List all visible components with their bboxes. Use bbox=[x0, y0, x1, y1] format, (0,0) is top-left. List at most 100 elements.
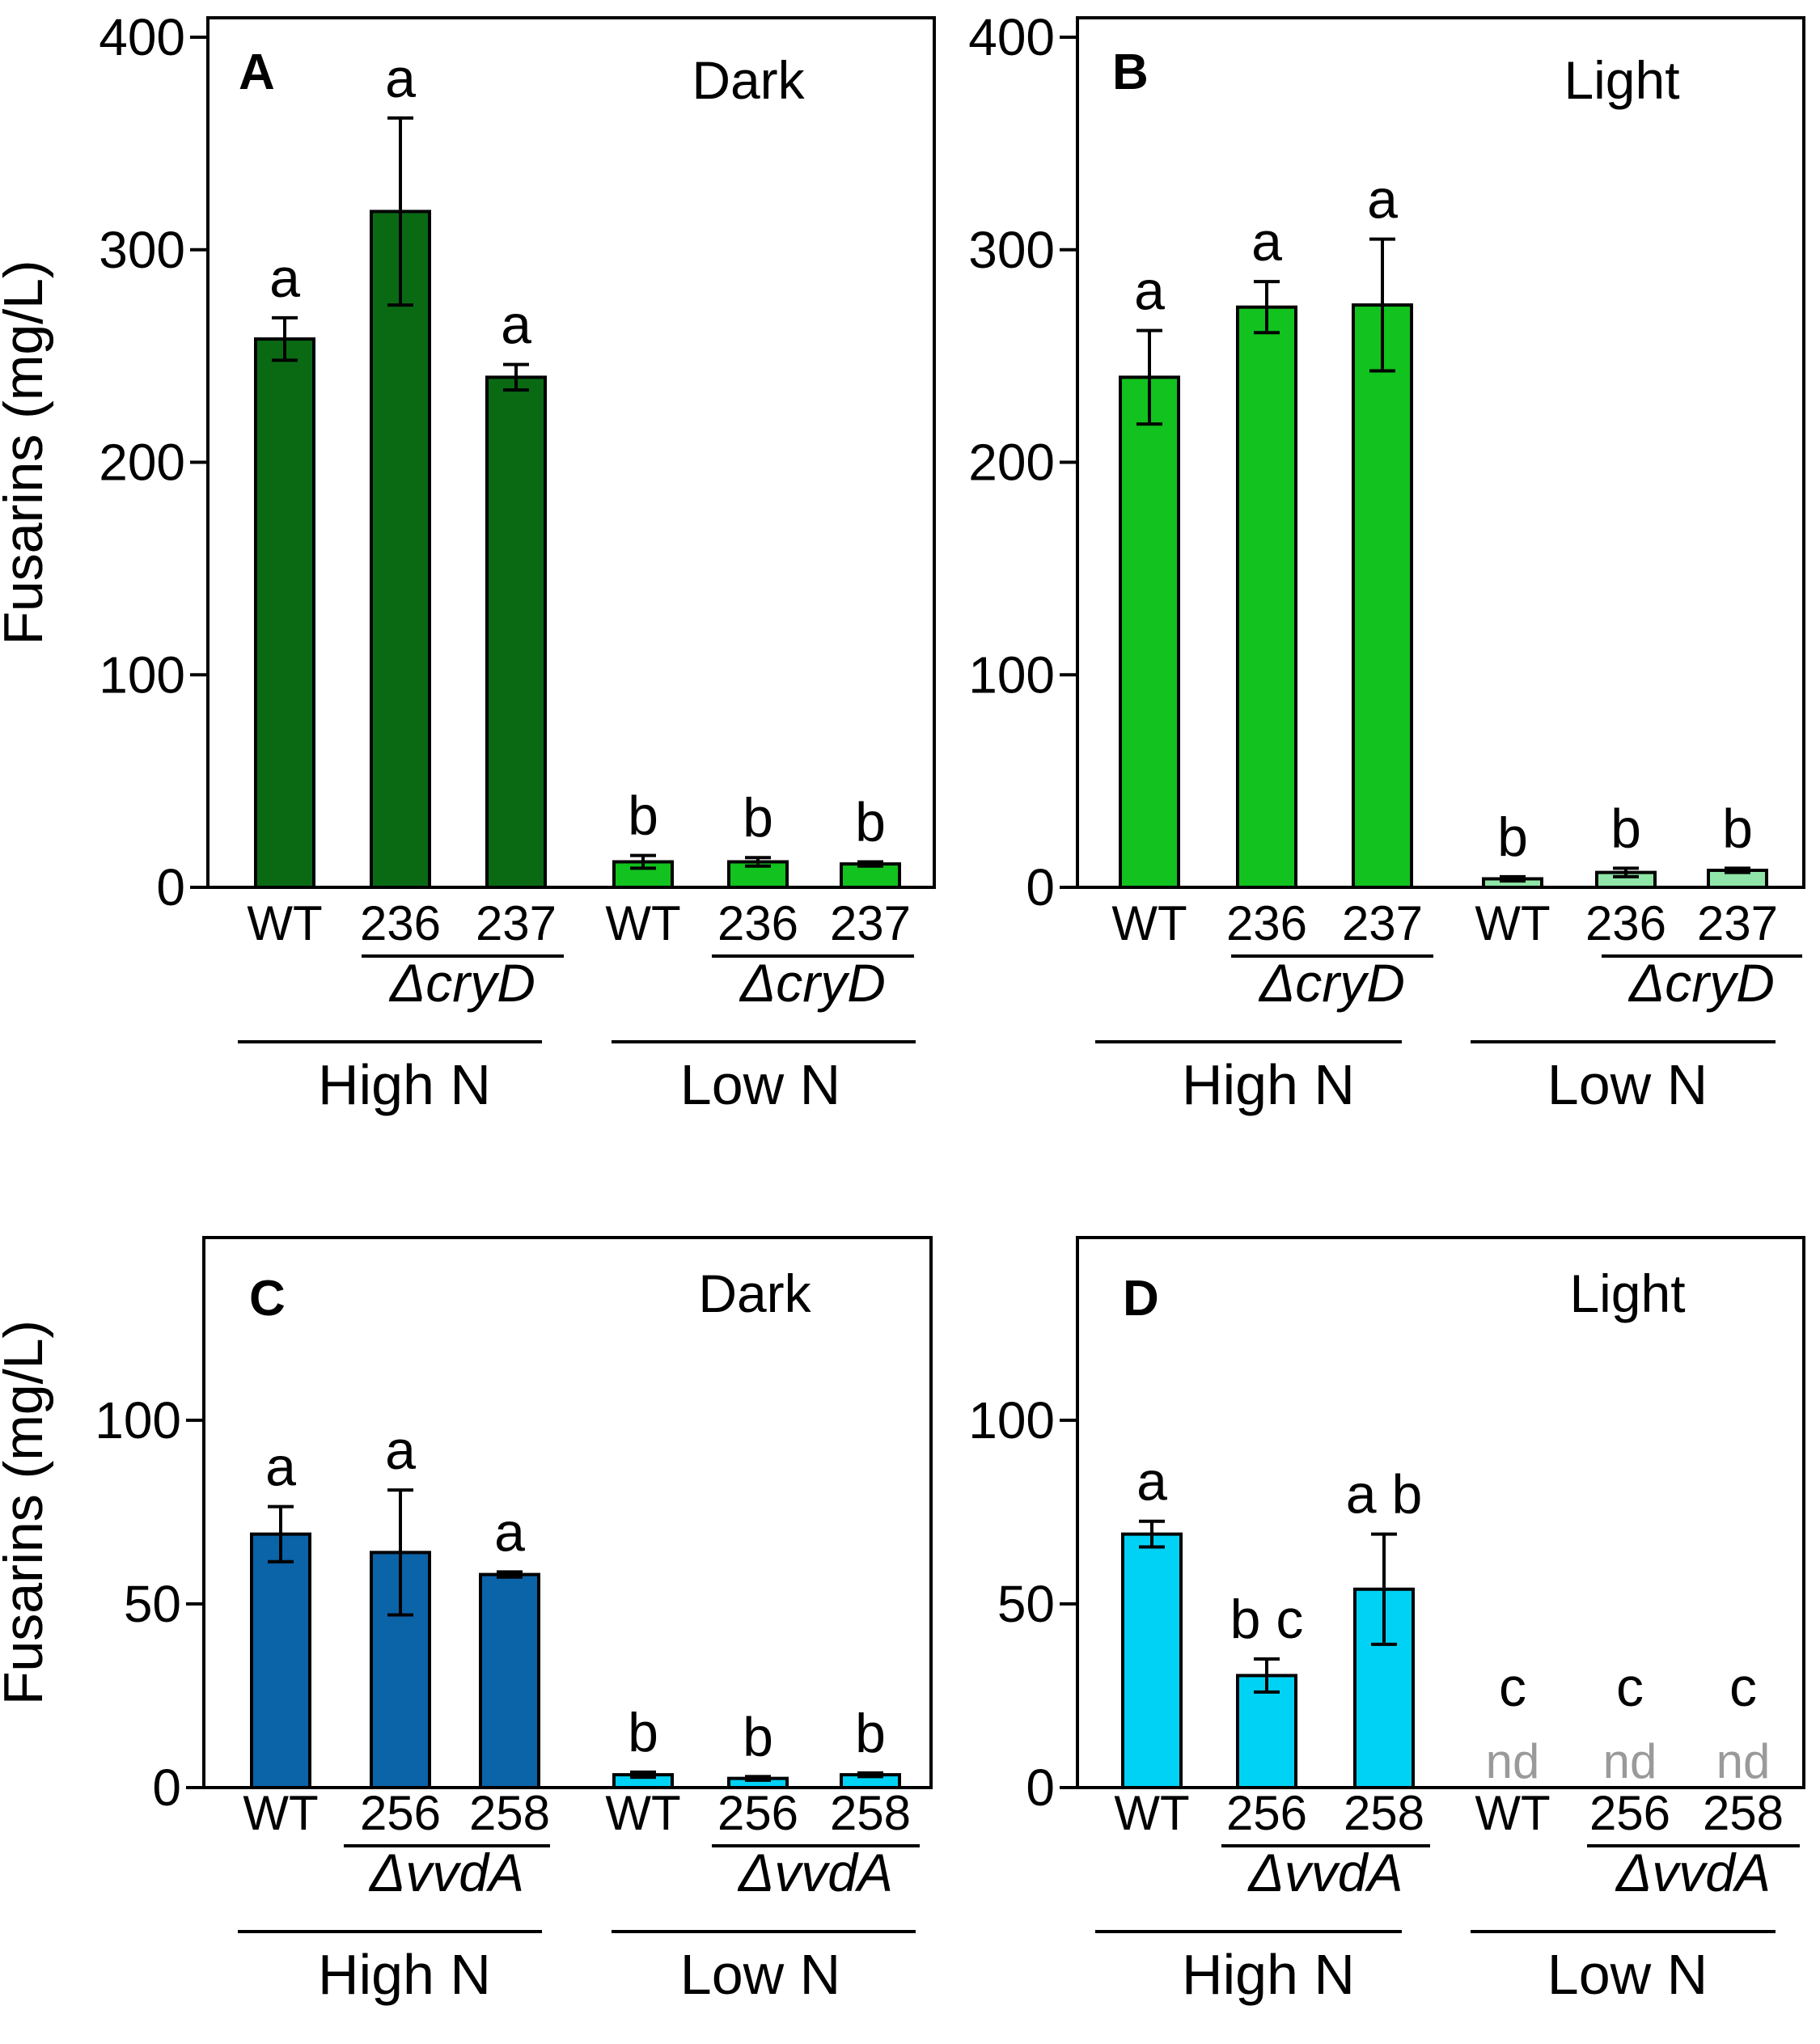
significance-letter: c bbox=[1729, 1657, 1757, 1718]
y-tick-label: 0 bbox=[1026, 858, 1055, 916]
bar bbox=[1236, 305, 1297, 889]
x-tick-label: 258 bbox=[469, 1786, 550, 1840]
x-tick-label: WT bbox=[1114, 1786, 1189, 1840]
x-tick-label: WT bbox=[1475, 896, 1550, 950]
bar bbox=[1121, 1532, 1183, 1789]
panel-c: 0 50 100 Fusarins (mg/L) C Dark a WT a 256 a 258 b WT… bbox=[0, 1236, 933, 2006]
y-tick-label: 200 bbox=[99, 434, 185, 492]
significance-letter: b bbox=[1722, 798, 1753, 859]
group-label: High N bbox=[1182, 1943, 1355, 2006]
y-tick-label: 300 bbox=[968, 221, 1055, 279]
mutant-label: ΔvvdA bbox=[1615, 1843, 1771, 1902]
x-tick-label: 237 bbox=[1342, 896, 1423, 950]
mutant-label: ΔvvdA bbox=[737, 1843, 893, 1902]
plot-frame bbox=[1076, 16, 1805, 889]
mutant-label: ΔcryD bbox=[1627, 953, 1775, 1013]
mutant-label: ΔvvdA bbox=[368, 1843, 524, 1902]
y-tick-label: 100 bbox=[968, 645, 1055, 704]
significance-letter: a bbox=[385, 1420, 416, 1481]
x-tick-label: 256 bbox=[1226, 1786, 1307, 1840]
x-tick-label: 258 bbox=[1703, 1786, 1784, 1840]
x-tick-label: 236 bbox=[717, 896, 798, 950]
bar bbox=[479, 1572, 540, 1790]
x-tick-label: WT bbox=[1111, 896, 1187, 950]
y-tick-label: 0 bbox=[152, 1758, 181, 1817]
x-tick-label: WT bbox=[1475, 1786, 1550, 1840]
bar bbox=[370, 209, 431, 889]
y-tick-label: 50 bbox=[997, 1575, 1055, 1633]
x-tick-label: 237 bbox=[1697, 896, 1778, 950]
panel-letter: C bbox=[249, 1271, 286, 1327]
significance-letter: a bbox=[1134, 260, 1165, 322]
significance-letter: a bbox=[1251, 211, 1282, 273]
mutant-label: ΔcryD bbox=[388, 953, 535, 1013]
x-tick-label: WT bbox=[605, 896, 680, 950]
y-tick-label: 400 bbox=[968, 8, 1055, 66]
significance-letter: a bbox=[1367, 169, 1398, 231]
x-tick-label: WT bbox=[605, 1786, 680, 1840]
significance-letter: c bbox=[1499, 1657, 1526, 1718]
significance-letter: a bbox=[501, 294, 531, 356]
x-tick-label: WT bbox=[247, 896, 322, 950]
x-tick-label: 236 bbox=[360, 896, 441, 950]
x-tick-label: 256 bbox=[360, 1786, 441, 1840]
group-label: High N bbox=[318, 1943, 491, 2006]
nd-label: nd bbox=[1603, 1734, 1657, 1788]
y-axis-title: Fusarins (mg/L) bbox=[0, 260, 54, 645]
x-tick-label: 258 bbox=[1344, 1786, 1424, 1840]
condition-label: Light bbox=[1569, 1263, 1685, 1323]
significance-letter: a bbox=[385, 48, 416, 109]
significance-letter: b bbox=[1497, 806, 1528, 868]
panel-letter: A bbox=[239, 44, 275, 100]
panel-letter: D bbox=[1123, 1271, 1159, 1327]
significance-letter: b c bbox=[1230, 1589, 1304, 1650]
group-label: High N bbox=[318, 1053, 491, 1116]
y-tick-label: 100 bbox=[99, 645, 185, 704]
bar bbox=[1119, 375, 1180, 889]
y-axis-title: Fusarins (mg/L) bbox=[0, 1320, 54, 1705]
x-tick-label: WT bbox=[243, 1786, 318, 1840]
mutant-label: ΔvvdA bbox=[1246, 1843, 1403, 1902]
nd-label: nd bbox=[1716, 1734, 1771, 1788]
y-tick-label: 0 bbox=[156, 858, 185, 916]
significance-letter: a bbox=[1136, 1451, 1167, 1513]
bar bbox=[1352, 303, 1413, 889]
y-tick-label: 300 bbox=[99, 221, 185, 279]
x-tick-label: 237 bbox=[830, 896, 911, 950]
significance-letter: b bbox=[743, 1706, 773, 1767]
significance-letter: a bbox=[269, 248, 300, 309]
significance-letter: b bbox=[628, 785, 658, 847]
nd-label: nd bbox=[1486, 1734, 1540, 1788]
significance-letter: a bbox=[265, 1437, 296, 1498]
y-tick-label: 100 bbox=[968, 1391, 1055, 1449]
group-label: Low N bbox=[1547, 1053, 1708, 1116]
x-tick-label: 237 bbox=[476, 896, 557, 950]
x-tick-label: 256 bbox=[1589, 1786, 1670, 1840]
group-label: Low N bbox=[680, 1053, 840, 1116]
group-label: High N bbox=[1182, 1053, 1355, 1116]
significance-letter: b bbox=[743, 787, 773, 848]
y-tick-label: 100 bbox=[95, 1391, 181, 1449]
y-axis-title: Fusarins (mg/L) bbox=[0, 1320, 54, 1705]
significance-letter: b bbox=[1610, 798, 1641, 859]
y-tick-label: 0 bbox=[1026, 1758, 1055, 1817]
plot-frame bbox=[206, 16, 936, 889]
bar bbox=[250, 1532, 311, 1789]
significance-letter: b bbox=[855, 791, 886, 853]
significance-letter: a bbox=[494, 1501, 525, 1563]
bar bbox=[254, 337, 315, 890]
y-tick-label: 50 bbox=[124, 1575, 181, 1633]
x-tick-label: 236 bbox=[1226, 896, 1307, 950]
condition-label: Dark bbox=[692, 50, 805, 110]
condition-label: Light bbox=[1564, 50, 1679, 110]
y-tick-label: 200 bbox=[968, 434, 1055, 492]
y-tick-label: 400 bbox=[99, 8, 185, 66]
significance-letter: b bbox=[855, 1703, 886, 1764]
significance-letter: c bbox=[1616, 1657, 1644, 1718]
x-tick-label: 256 bbox=[717, 1786, 798, 1840]
condition-label: Dark bbox=[698, 1263, 811, 1323]
x-tick-label: 258 bbox=[830, 1786, 911, 1840]
bar bbox=[485, 375, 547, 889]
panel-letter: B bbox=[1112, 44, 1149, 100]
